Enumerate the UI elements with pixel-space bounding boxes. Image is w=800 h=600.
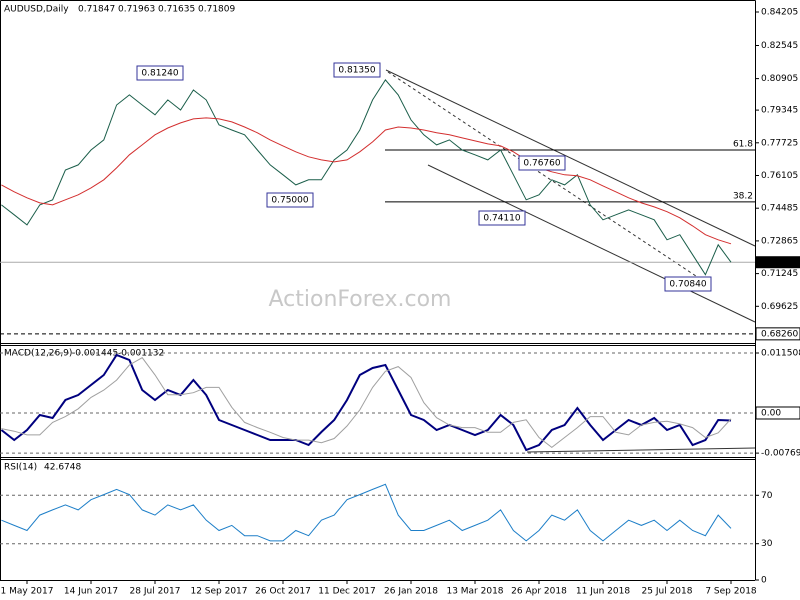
y-tick-label: 0.011508 bbox=[761, 348, 800, 358]
macd-title: MACD(12,26,9) bbox=[4, 349, 72, 359]
y-tick-label: 0.82545 bbox=[761, 41, 798, 51]
y-tick-label: 70 bbox=[761, 491, 773, 501]
series-line bbox=[1, 483, 732, 542]
y-tick-label: 30 bbox=[761, 539, 773, 549]
level-box bbox=[755, 327, 800, 341]
pivot-box bbox=[518, 155, 566, 171]
y-tick-label: 0 bbox=[761, 576, 767, 586]
channel-upper bbox=[385, 69, 756, 247]
y-tick-label: 0.84205 bbox=[761, 8, 798, 18]
pivot-label: 0.81350 bbox=[338, 66, 375, 76]
pivot-label: 0.76760 bbox=[523, 159, 560, 169]
pivot-box bbox=[136, 65, 184, 81]
y-tick-label: 0.79345 bbox=[761, 106, 798, 116]
x-tick-label: 11 Jun 2018 bbox=[576, 587, 630, 597]
fib-label: 38.2 bbox=[733, 191, 753, 201]
x-tick-label: 25 Jul 2018 bbox=[642, 587, 693, 597]
series-line bbox=[1, 117, 732, 245]
y-tick-label: 0.71245 bbox=[761, 269, 798, 279]
pivot-label: 0.74110 bbox=[483, 214, 520, 224]
x-tick-label: 26 Apr 2018 bbox=[511, 587, 567, 597]
series-line bbox=[1, 79, 732, 276]
y-tick-label: 0.69625 bbox=[761, 302, 798, 312]
y-tick-label: 0.80905 bbox=[761, 74, 798, 84]
y-tick-label: 0.77725 bbox=[761, 138, 798, 148]
channel-lower bbox=[427, 164, 756, 323]
macd-readout: -0.001132 bbox=[118, 349, 164, 359]
dashed-trendline bbox=[387, 71, 709, 285]
pivot-box bbox=[478, 210, 526, 226]
series-line bbox=[0, 353, 732, 452]
y-tick-label: 0.72865 bbox=[761, 236, 798, 246]
y-tick-label: 0.00 bbox=[761, 408, 781, 418]
x-tick-label: 14 Jun 2017 bbox=[64, 587, 118, 597]
x-tick-label: 13 Mar 2018 bbox=[446, 587, 503, 597]
ohlc-readout: 0.71963 bbox=[118, 5, 155, 15]
x-tick-label: 26 Oct 2017 bbox=[255, 587, 311, 597]
macd-trendline bbox=[526, 447, 756, 453]
x-tick-label: 28 Jul 2017 bbox=[130, 587, 181, 597]
x-tick-label: 1 May 2017 bbox=[1, 587, 54, 597]
level-label: 0.68260 bbox=[761, 329, 798, 339]
ohlc-readout: 0.71847 bbox=[78, 5, 115, 15]
y-tick-label: 0.76105 bbox=[761, 171, 798, 181]
current-price-label: 0.71809 bbox=[761, 258, 798, 268]
macd-readout: -0.001445 bbox=[72, 349, 118, 359]
ohlc-readout: 0.71809 bbox=[198, 5, 235, 15]
y-tick-box bbox=[755, 406, 800, 420]
pivot-box bbox=[333, 62, 381, 78]
x-tick-label: 7 Sep 2018 bbox=[705, 587, 757, 597]
x-tick-label: 12 Sep 2017 bbox=[190, 587, 247, 597]
pivot-label: 0.70840 bbox=[669, 280, 706, 290]
fib-label: 61.8 bbox=[733, 139, 753, 149]
current-price-box bbox=[756, 256, 800, 269]
rsi-title: RSI(14) bbox=[4, 463, 37, 473]
pivot-label: 0.75000 bbox=[271, 196, 308, 206]
x-tick-label: 26 Jan 2018 bbox=[384, 587, 438, 597]
pivot-box bbox=[266, 192, 314, 208]
watermark: ActionForex.com bbox=[269, 287, 452, 312]
series-line bbox=[1, 357, 732, 449]
x-tick-label: 11 Dec 2017 bbox=[318, 587, 376, 597]
y-tick-label: -0.007694 bbox=[761, 449, 800, 459]
y-tick-label: 0.74485 bbox=[761, 204, 798, 214]
pivot-label: 0.81240 bbox=[141, 69, 178, 79]
ohlc-readout: 0.71635 bbox=[158, 5, 195, 15]
frame bbox=[0, 0, 756, 581]
pivot-box bbox=[664, 276, 712, 292]
trendlines bbox=[385, 69, 756, 453]
price-title: AUDUSD,Daily bbox=[4, 5, 69, 15]
rsi-readout: 42.6748 bbox=[44, 463, 81, 473]
